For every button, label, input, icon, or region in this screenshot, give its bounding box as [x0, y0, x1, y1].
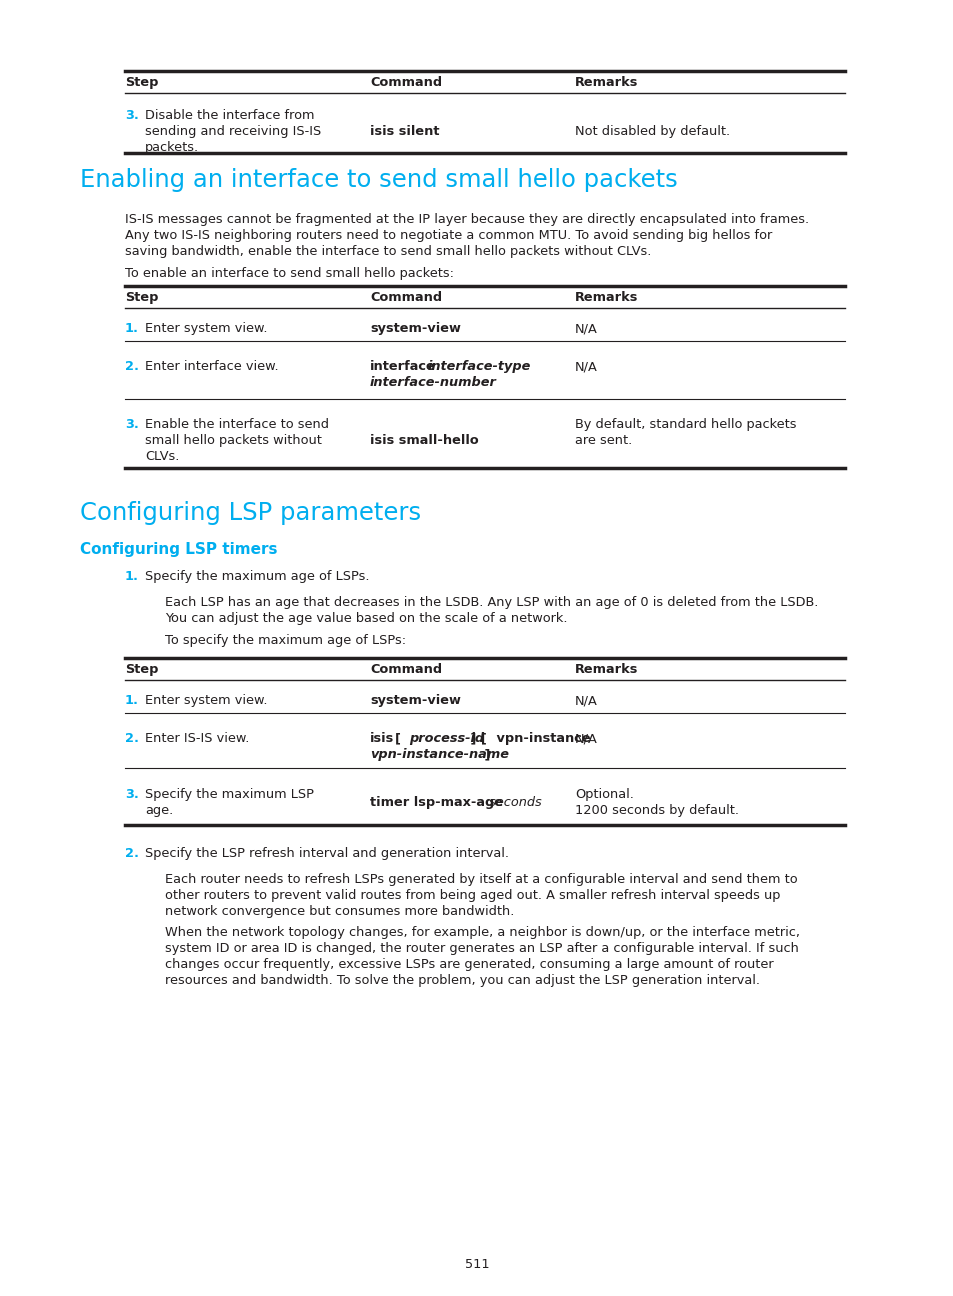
Text: When the network topology changes, for example, a neighbor is down/up, or the in: When the network topology changes, for e… — [165, 927, 800, 940]
Text: Enter system view.: Enter system view. — [145, 693, 267, 708]
Text: N/A: N/A — [575, 360, 598, 373]
Text: interface-type: interface-type — [428, 360, 531, 373]
Text: 2.: 2. — [125, 848, 139, 861]
Text: Configuring LSP parameters: Configuring LSP parameters — [80, 502, 420, 525]
Text: Enter interface view.: Enter interface view. — [145, 360, 278, 373]
Text: N/A: N/A — [575, 321, 598, 334]
Text: Each router needs to refresh LSPs generated by itself at a configurable interval: Each router needs to refresh LSPs genera… — [165, 874, 797, 886]
Text: seconds: seconds — [484, 796, 541, 809]
Text: isis small-hello: isis small-hello — [370, 434, 478, 447]
Text: vpn-instance-name: vpn-instance-name — [370, 748, 509, 761]
Text: Enter IS-IS view.: Enter IS-IS view. — [145, 732, 249, 745]
Text: Configuring LSP timers: Configuring LSP timers — [80, 542, 277, 557]
Text: 2.: 2. — [125, 360, 139, 373]
Text: To specify the maximum age of LSPs:: To specify the maximum age of LSPs: — [165, 634, 406, 647]
Text: To enable an interface to send small hello packets:: To enable an interface to send small hel… — [125, 267, 454, 280]
Text: isis silent: isis silent — [370, 124, 439, 137]
Text: vpn-instance: vpn-instance — [492, 732, 590, 745]
Text: 2.: 2. — [125, 732, 139, 745]
Text: isis: isis — [370, 732, 394, 745]
Text: Optional.: Optional. — [575, 788, 633, 801]
Text: IS-IS messages cannot be fragmented at the IP layer because they are directly en: IS-IS messages cannot be fragmented at t… — [125, 213, 808, 226]
Text: system-view: system-view — [370, 321, 460, 334]
Text: sending and receiving IS-IS: sending and receiving IS-IS — [145, 124, 321, 137]
Text: Command: Command — [370, 76, 441, 89]
Text: ]: ] — [479, 748, 490, 761]
Text: Specify the maximum LSP: Specify the maximum LSP — [145, 788, 314, 801]
Text: Enabling an interface to send small hello packets: Enabling an interface to send small hell… — [80, 168, 677, 192]
Text: 3.: 3. — [125, 109, 139, 122]
Text: Not disabled by default.: Not disabled by default. — [575, 124, 729, 137]
Text: 1.: 1. — [125, 693, 139, 708]
Text: Remarks: Remarks — [575, 76, 638, 89]
Text: N/A: N/A — [575, 693, 598, 708]
Text: saving bandwidth, enable the interface to send small hello packets without CLVs.: saving bandwidth, enable the interface t… — [125, 245, 651, 258]
Text: Step: Step — [125, 292, 158, 305]
Text: You can adjust the age value based on the scale of a network.: You can adjust the age value based on th… — [165, 612, 567, 625]
Text: 511: 511 — [464, 1258, 489, 1271]
Text: are sent.: are sent. — [575, 434, 632, 447]
Text: 3.: 3. — [125, 419, 139, 432]
Text: Disable the interface from: Disable the interface from — [145, 109, 314, 122]
Text: Step: Step — [125, 664, 158, 677]
Text: interface-number: interface-number — [370, 376, 497, 389]
Text: 3.: 3. — [125, 788, 139, 801]
Text: Each LSP has an age that decreases in the LSDB. Any LSP with an age of 0 is dele: Each LSP has an age that decreases in th… — [165, 596, 818, 609]
Text: system-view: system-view — [370, 693, 460, 708]
Text: packets.: packets. — [145, 141, 199, 154]
Text: Remarks: Remarks — [575, 664, 638, 677]
Text: system ID or area ID is changed, the router generates an LSP after a configurabl: system ID or area ID is changed, the rou… — [165, 942, 798, 955]
Text: 1200 seconds by default.: 1200 seconds by default. — [575, 804, 739, 816]
Text: interface: interface — [370, 360, 436, 373]
Text: Command: Command — [370, 664, 441, 677]
Text: process-id: process-id — [409, 732, 483, 745]
Text: [: [ — [395, 732, 405, 745]
Text: Remarks: Remarks — [575, 292, 638, 305]
Text: Command: Command — [370, 292, 441, 305]
Text: other routers to prevent valid routes from being aged out. A smaller refresh int: other routers to prevent valid routes fr… — [165, 889, 780, 902]
Text: Enter system view.: Enter system view. — [145, 321, 267, 334]
Text: ] [: ] [ — [465, 732, 486, 745]
Text: Enable the interface to send: Enable the interface to send — [145, 419, 329, 432]
Text: N/A: N/A — [575, 732, 598, 745]
Text: Specify the maximum age of LSPs.: Specify the maximum age of LSPs. — [145, 570, 369, 583]
Text: network convergence but consumes more bandwidth.: network convergence but consumes more ba… — [165, 905, 514, 918]
Text: changes occur frequently, excessive LSPs are generated, consuming a large amount: changes occur frequently, excessive LSPs… — [165, 958, 773, 971]
Text: Specify the LSP refresh interval and generation interval.: Specify the LSP refresh interval and gen… — [145, 848, 509, 861]
Text: 1.: 1. — [125, 570, 139, 583]
Text: small hello packets without: small hello packets without — [145, 434, 321, 447]
Text: CLVs.: CLVs. — [145, 450, 179, 463]
Text: 1.: 1. — [125, 321, 139, 334]
Text: timer lsp-max-age: timer lsp-max-age — [370, 796, 502, 809]
Text: Step: Step — [125, 76, 158, 89]
Text: Any two IS-IS neighboring routers need to negotiate a common MTU. To avoid sendi: Any two IS-IS neighboring routers need t… — [125, 229, 771, 242]
Text: resources and bandwidth. To solve the problem, you can adjust the LSP generation: resources and bandwidth. To solve the pr… — [165, 975, 760, 988]
Text: By default, standard hello packets: By default, standard hello packets — [575, 419, 796, 432]
Text: age.: age. — [145, 804, 173, 816]
